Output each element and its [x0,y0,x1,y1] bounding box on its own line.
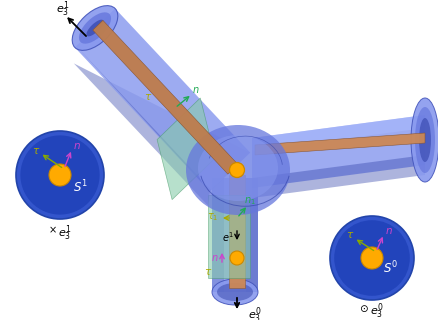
Text: $e_3^1$: $e_3^1$ [58,223,72,243]
Polygon shape [74,63,250,205]
Circle shape [230,251,244,265]
Text: $e_3^1$: $e_3^1$ [56,0,70,19]
Polygon shape [93,20,238,174]
Polygon shape [208,195,250,278]
Ellipse shape [79,12,111,44]
Text: $n_1$: $n_1$ [244,195,256,207]
Polygon shape [255,133,425,155]
Text: $n$: $n$ [73,141,81,151]
Text: $S^0$: $S^0$ [382,260,397,276]
Polygon shape [212,178,224,292]
Circle shape [330,216,414,300]
Circle shape [49,164,71,186]
Text: $e_3^0$: $e_3^0$ [248,305,262,320]
Text: $\odot$: $\odot$ [359,302,369,314]
Ellipse shape [212,279,258,305]
Polygon shape [93,20,238,174]
Ellipse shape [217,283,253,301]
Ellipse shape [419,118,431,162]
Text: $\tau$: $\tau$ [346,230,354,240]
Text: $e^1$: $e^1$ [222,230,234,244]
Polygon shape [212,178,258,292]
Text: $n$: $n$ [385,226,393,236]
Text: $n$: $n$ [192,85,200,95]
Ellipse shape [198,135,278,201]
Text: $\tau$: $\tau$ [204,267,212,277]
Text: $\times$: $\times$ [48,225,57,235]
Polygon shape [252,115,425,151]
Text: $S^1$: $S^1$ [73,179,88,195]
Polygon shape [246,178,258,292]
Polygon shape [229,175,245,288]
Text: $\tau$: $\tau$ [144,92,152,102]
Text: $e_3^0$: $e_3^0$ [370,301,384,320]
Circle shape [334,220,410,296]
Polygon shape [76,46,250,191]
Polygon shape [252,115,425,188]
Circle shape [16,131,104,219]
Ellipse shape [411,98,438,182]
Ellipse shape [72,6,118,50]
Ellipse shape [86,20,103,36]
Polygon shape [157,98,215,200]
Polygon shape [75,9,115,47]
Circle shape [21,135,99,215]
Circle shape [230,163,244,178]
Circle shape [361,247,383,269]
Text: $\tau_1$: $\tau_1$ [207,211,219,223]
Text: $n$: $n$ [211,253,219,263]
Polygon shape [75,9,250,191]
Polygon shape [252,155,425,198]
Ellipse shape [186,125,290,215]
Text: $\tau$: $\tau$ [32,146,40,156]
Ellipse shape [415,107,435,173]
